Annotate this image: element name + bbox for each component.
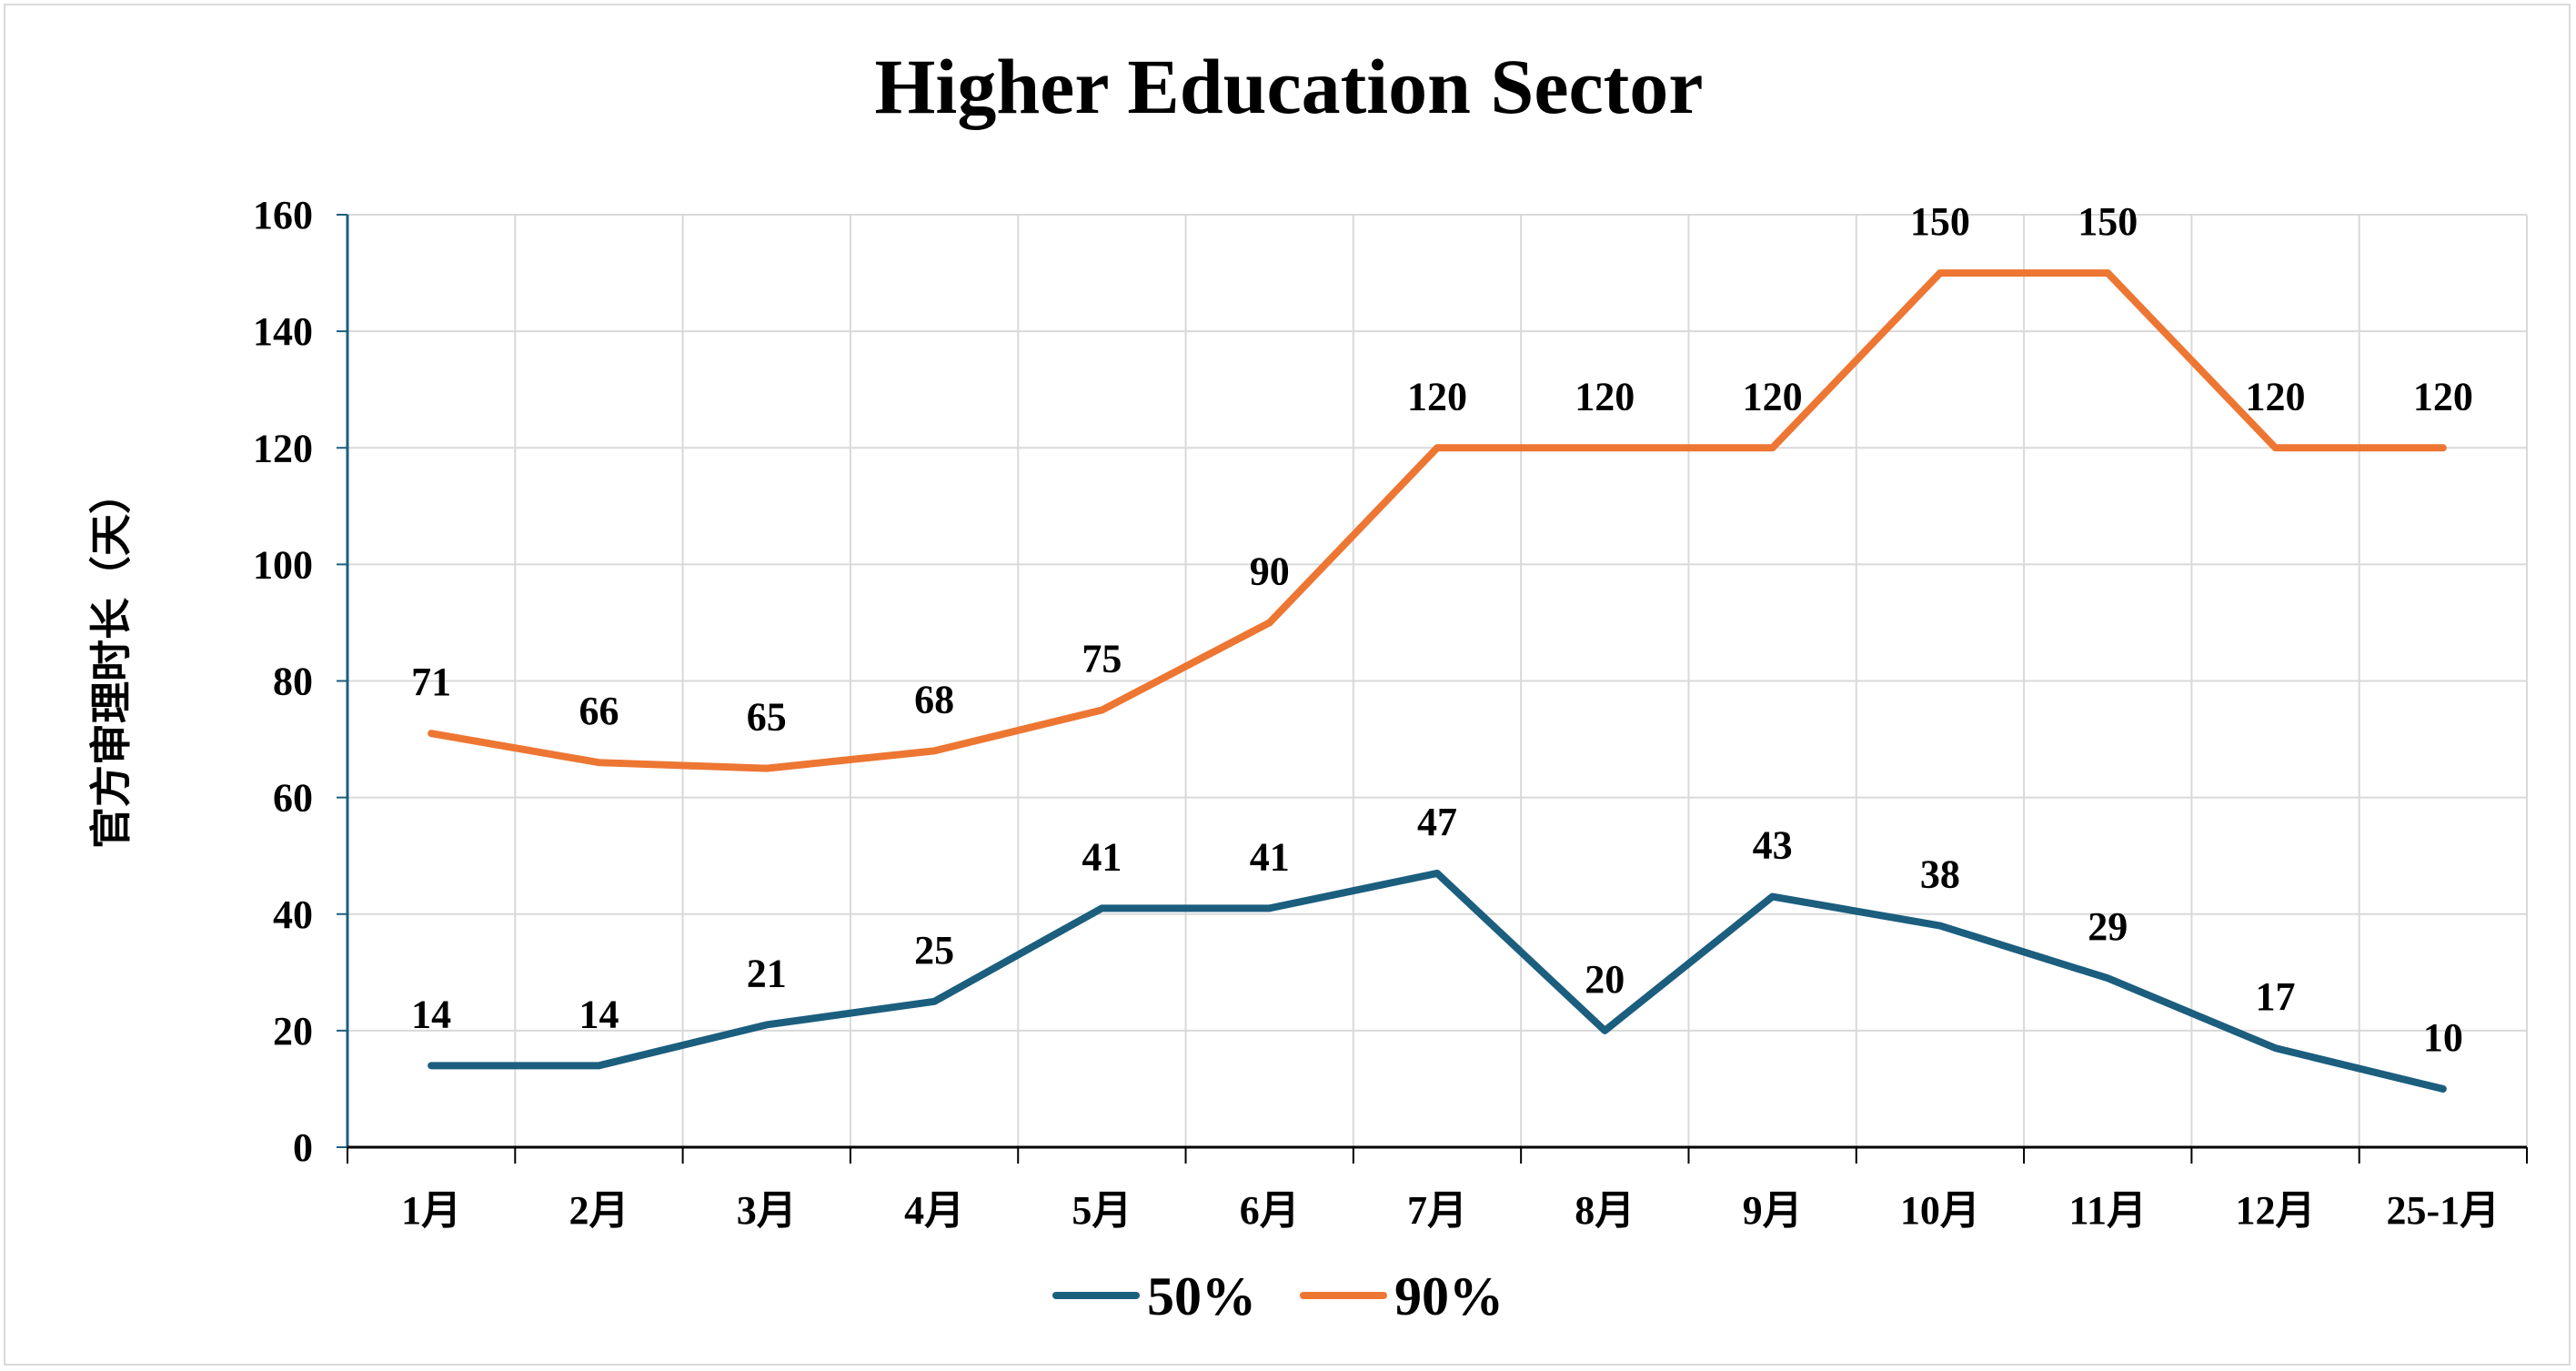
data-label: 41 bbox=[1250, 834, 1290, 879]
x-tick-label: 2月 bbox=[569, 1188, 629, 1233]
data-label: 25 bbox=[914, 928, 954, 973]
y-tick-label: 120 bbox=[253, 426, 313, 470]
legend-item: 90% bbox=[1300, 1266, 1504, 1326]
legend-item: 50% bbox=[1052, 1266, 1256, 1326]
data-label: 17 bbox=[2256, 974, 2296, 1019]
grid-layer bbox=[347, 214, 2528, 1147]
data-label: 65 bbox=[747, 695, 787, 740]
data-label: 150 bbox=[2078, 199, 2138, 244]
y-tick-label: 40 bbox=[273, 892, 313, 937]
y-tick-label: 80 bbox=[273, 660, 313, 704]
legend: 50% 90% bbox=[1052, 1266, 1504, 1326]
data-label: 21 bbox=[747, 951, 787, 995]
x-tick-label: 5月 bbox=[1072, 1188, 1132, 1233]
x-tick-label: 6月 bbox=[1240, 1188, 1300, 1233]
axis-layer: 0 20 40 60 80 100 120 140 160 1月 2月 3月 4月 5月 6月 7月 8月 9月 1… bbox=[253, 193, 2528, 1233]
data-label: 120 bbox=[1743, 374, 1803, 418]
y-axis-label: 官方审理时长（天） bbox=[86, 472, 136, 849]
x-tick-label: 25-1月 bbox=[2387, 1188, 2501, 1233]
chart-title: Higher Education Sector bbox=[875, 43, 1704, 130]
data-label: 120 bbox=[2413, 374, 2473, 418]
data-label: 90 bbox=[1250, 549, 1290, 593]
series-layer bbox=[428, 269, 2447, 1093]
data-label: 66 bbox=[579, 689, 619, 733]
legend-label: 90% bbox=[1394, 1266, 1504, 1326]
data-label-layer: 14 14 21 25 41 41 47 20 43 38 29 17 10 71 66 65 68 75 90 12… bbox=[411, 199, 2473, 1060]
data-label: 29 bbox=[2088, 904, 2128, 949]
y-tick-label: 100 bbox=[253, 542, 313, 587]
data-label: 71 bbox=[411, 660, 451, 704]
data-label: 43 bbox=[1753, 823, 1793, 868]
series-line-50pct bbox=[428, 869, 2447, 1093]
y-tick-label: 60 bbox=[273, 776, 313, 821]
y-tick-label: 0 bbox=[293, 1125, 313, 1170]
data-label: 41 bbox=[1082, 834, 1122, 879]
x-tick-label: 1月 bbox=[401, 1188, 461, 1233]
line-chart: 0 20 40 60 80 100 120 140 160 1月 2月 3月 4月 5月 6月 7月 8月 9月 1… bbox=[86, 43, 2528, 1326]
data-label: 150 bbox=[1910, 199, 1970, 244]
x-tick-label: 11月 bbox=[2068, 1188, 2147, 1233]
data-label: 10 bbox=[2423, 1015, 2463, 1060]
data-label: 120 bbox=[1575, 374, 1635, 418]
x-tick-label: 9月 bbox=[1743, 1188, 1803, 1233]
series-line-90pct bbox=[428, 269, 2447, 772]
x-tick-label: 3月 bbox=[737, 1188, 797, 1233]
data-label: 20 bbox=[1585, 957, 1625, 1002]
data-label: 14 bbox=[579, 992, 619, 1036]
data-label: 14 bbox=[411, 992, 451, 1036]
legend-label: 50% bbox=[1147, 1266, 1256, 1326]
y-tick-label: 160 bbox=[253, 193, 313, 237]
chart-frame: 0 20 40 60 80 100 120 140 160 1月 2月 3月 4月 5月 6月 7月 8月 9月 1… bbox=[4, 4, 2571, 1366]
y-tick-label: 140 bbox=[253, 309, 313, 354]
x-tick-label: 8月 bbox=[1575, 1188, 1635, 1233]
data-label: 38 bbox=[1920, 852, 1960, 897]
data-label: 120 bbox=[1407, 374, 1467, 418]
x-tick-label: 7月 bbox=[1407, 1188, 1467, 1233]
y-tick-label: 20 bbox=[273, 1009, 313, 1053]
data-label: 47 bbox=[1417, 800, 1457, 844]
x-tick-label: 4月 bbox=[904, 1188, 964, 1233]
data-label: 120 bbox=[2246, 374, 2306, 418]
data-label: 68 bbox=[914, 677, 954, 721]
x-tick-label: 12月 bbox=[2236, 1188, 2316, 1233]
x-tick-label: 10月 bbox=[1900, 1188, 1980, 1233]
data-label: 75 bbox=[1082, 637, 1122, 681]
